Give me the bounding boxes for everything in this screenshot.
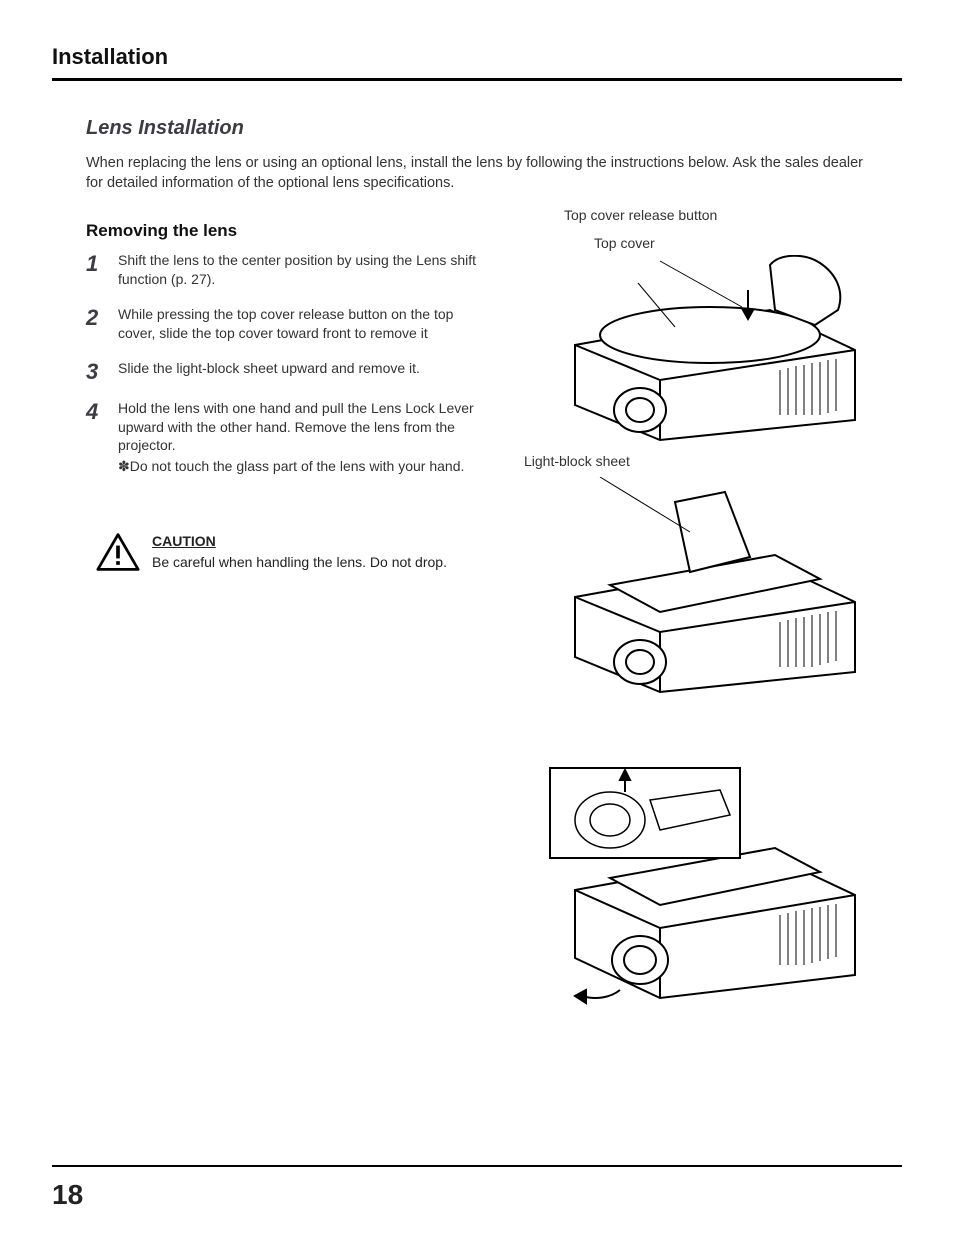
page-number: 18 xyxy=(52,1179,83,1211)
page: Installation Lens Installation When repl… xyxy=(0,0,954,1235)
right-column: Top cover release button Top cover xyxy=(510,215,902,572)
footer-rule xyxy=(52,1165,902,1167)
content-columns: Removing the lens 1 Shift the lens to th… xyxy=(52,215,902,572)
step-1: 1 Shift the lens to the center position … xyxy=(86,251,486,289)
left-column: Removing the lens 1 Shift the lens to th… xyxy=(86,215,486,572)
step-number: 2 xyxy=(86,305,104,329)
subheading: Lens Installation xyxy=(86,117,902,140)
step-2: 2 While pressing the top cover release b… xyxy=(86,305,486,343)
caution-body: Be careful when handling the lens. Do no… xyxy=(152,554,447,570)
warning-icon xyxy=(96,532,140,572)
step-4: 4 Hold the lens with one hand and pull t… xyxy=(86,399,486,477)
header-rule xyxy=(52,78,902,81)
step-text: Shift the lens to the center position by… xyxy=(118,251,486,289)
callout-top-cover: Top cover xyxy=(594,235,655,251)
caution-label: CAUTION xyxy=(152,532,447,551)
caution-block: CAUTION Be careful when handling the len… xyxy=(96,532,486,572)
step-note: ✽Do not touch the glass part of the lens… xyxy=(118,457,486,476)
intro-paragraph: When replacing the lens or using an opti… xyxy=(86,154,872,193)
callout-light-block-sheet: Light-block sheet xyxy=(524,453,630,469)
section-title: Installation xyxy=(52,44,902,76)
figure-top-cover xyxy=(520,255,880,445)
figure-lens-lever xyxy=(520,760,880,1020)
step-text: Hold the lens with one hand and pull the… xyxy=(118,399,486,456)
step-text: While pressing the top cover release but… xyxy=(118,305,486,343)
figure-light-block-sheet xyxy=(520,477,880,707)
removing-heading: Removing the lens xyxy=(86,221,486,241)
step-3: 3 Slide the light-block sheet upward and… xyxy=(86,359,486,383)
caution-text: CAUTION Be careful when handling the len… xyxy=(152,532,447,572)
step-number: 4 xyxy=(86,399,104,423)
step-number: 1 xyxy=(86,251,104,275)
callout-top-cover-release: Top cover release button xyxy=(564,207,717,223)
step-number: 3 xyxy=(86,359,104,383)
step-text: Slide the light-block sheet upward and r… xyxy=(118,359,420,378)
